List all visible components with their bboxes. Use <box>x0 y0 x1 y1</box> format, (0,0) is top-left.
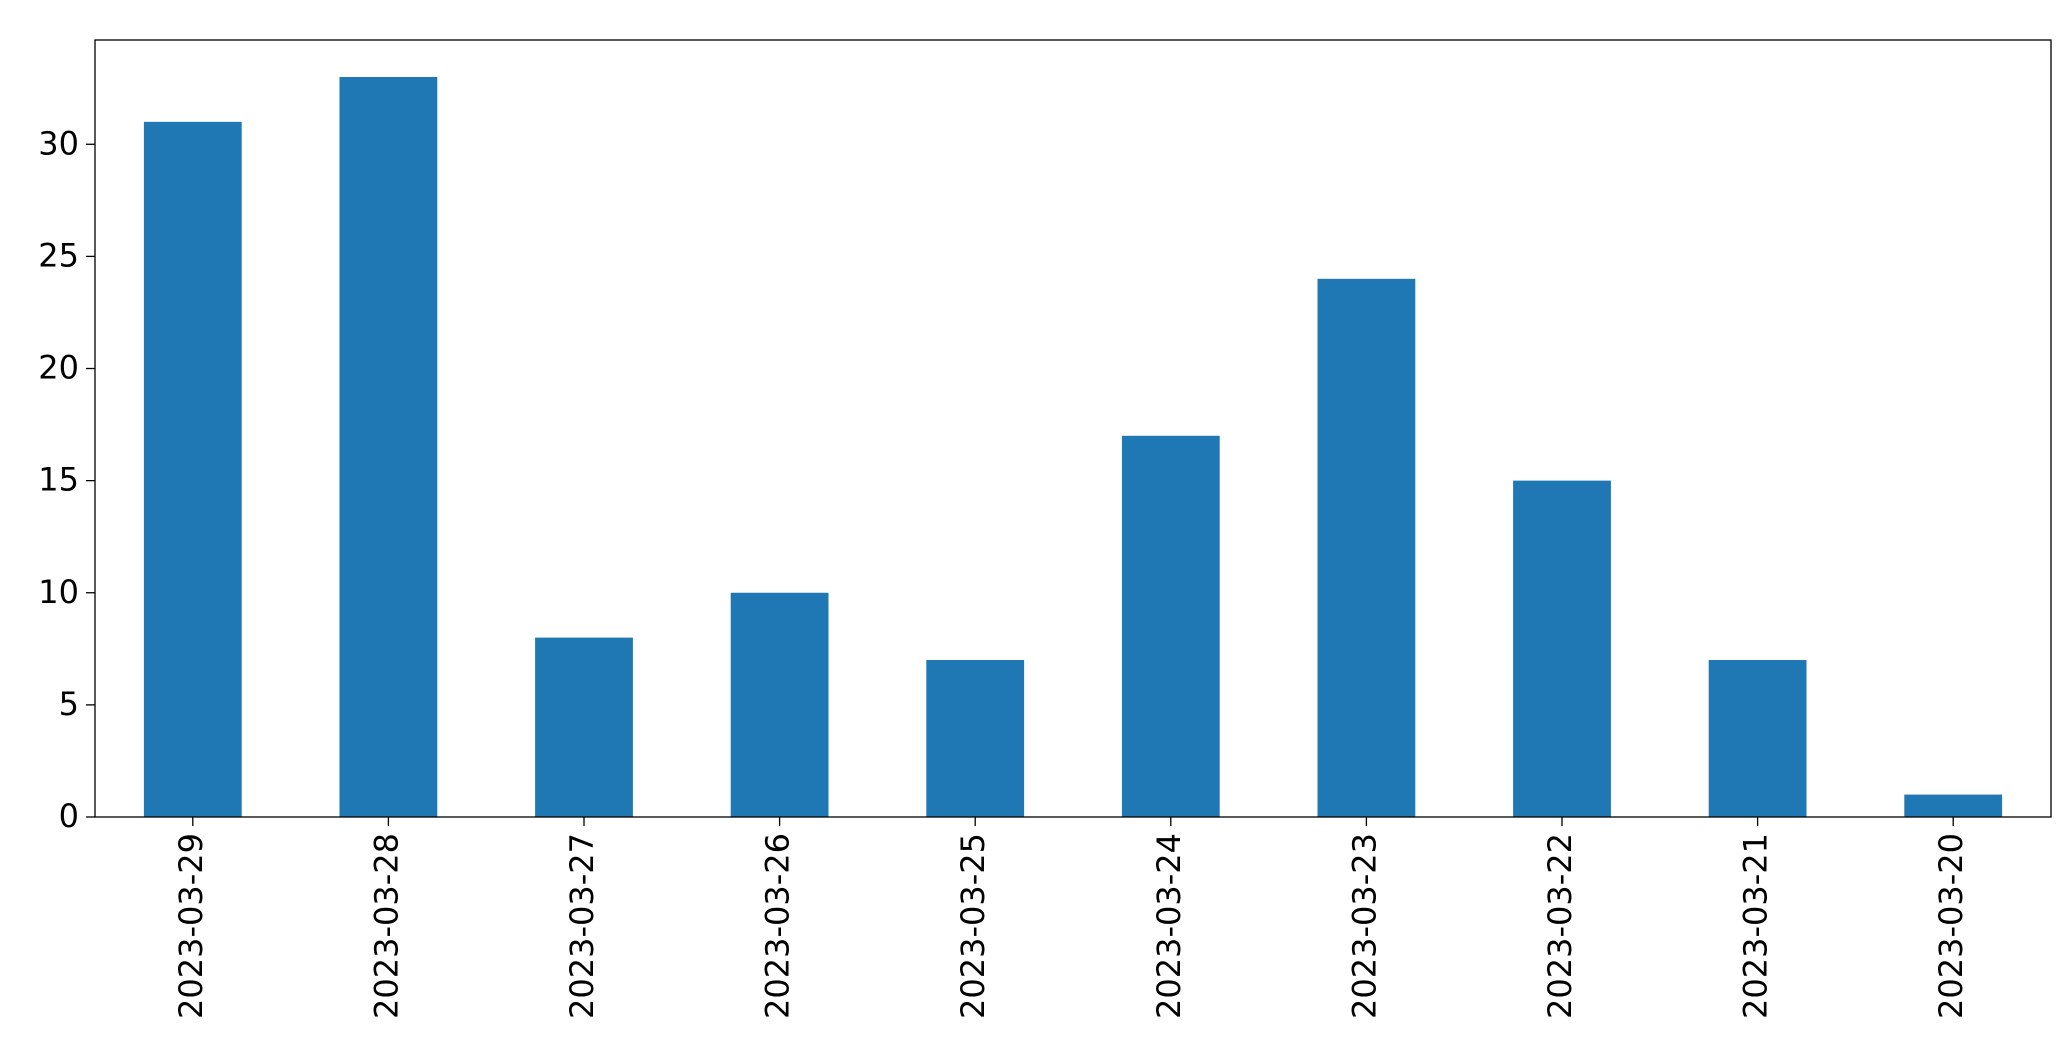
x-tick-label: 2023-03-27 <box>563 833 601 1019</box>
bar <box>143 121 242 817</box>
bar <box>1317 278 1416 817</box>
bar <box>730 592 829 817</box>
x-tick-label: 2023-03-25 <box>954 833 992 1019</box>
x-tick-label: 2023-03-23 <box>1345 833 1383 1019</box>
x-tick-label: 2023-03-26 <box>759 833 797 1019</box>
x-tick-label: 2023-03-20 <box>1932 833 1970 1019</box>
y-tick-label: 15 <box>38 461 79 499</box>
y-tick-label: 30 <box>38 124 79 162</box>
bar <box>926 660 1025 817</box>
y-tick-label: 0 <box>59 797 79 835</box>
x-tick-label: 2023-03-21 <box>1737 833 1775 1019</box>
x-tick-label: 2023-03-24 <box>1150 833 1188 1019</box>
plot-area <box>143 77 2003 817</box>
y-tick-label: 20 <box>38 349 79 387</box>
bar <box>1121 435 1220 817</box>
bar <box>1904 794 2003 817</box>
y-tick-label: 25 <box>38 236 79 274</box>
axes-frame <box>94 39 2052 818</box>
bar <box>339 77 438 817</box>
bar <box>1708 660 1807 817</box>
x-tick-label: 2023-03-29 <box>172 833 210 1019</box>
y-tick-label: 10 <box>38 573 79 611</box>
y-tick-label: 5 <box>59 685 79 723</box>
x-tick-label: 2023-03-28 <box>367 833 405 1019</box>
bar <box>1513 480 1611 817</box>
bar <box>535 637 633 817</box>
x-tick-label: 2023-03-22 <box>1541 833 1579 1019</box>
